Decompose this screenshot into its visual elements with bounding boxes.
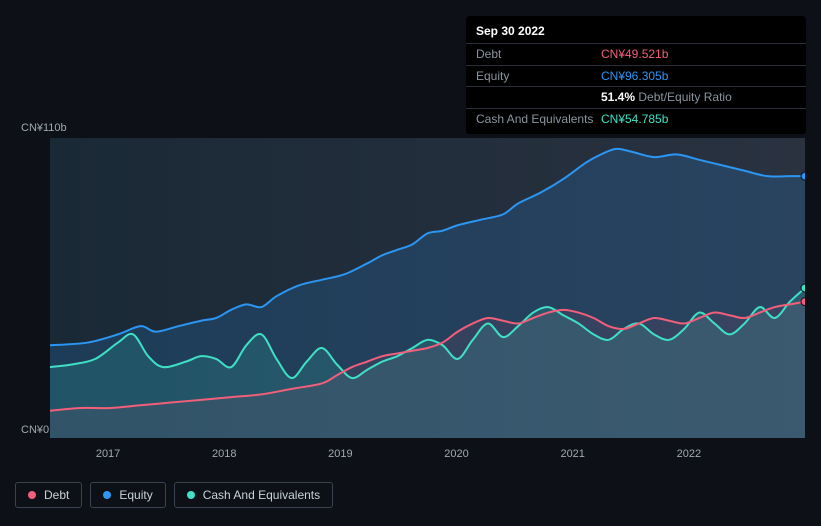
tooltip-row-label: Cash And Equivalents xyxy=(476,111,601,128)
legend-label: Cash And Equivalents xyxy=(203,488,320,502)
tooltip-row-value: 51.4% Debt/Equity Ratio xyxy=(601,89,732,106)
y-axis-max-label: CN¥110b xyxy=(21,122,67,134)
legend-label: Equity xyxy=(119,488,152,502)
chart-tooltip: Sep 30 2022 DebtCN¥49.521bEquityCN¥96.30… xyxy=(466,16,806,134)
series-end-marker-equity xyxy=(801,172,805,180)
x-tick: 2018 xyxy=(212,448,236,460)
series-end-marker-cash-and-equivalents xyxy=(801,284,805,292)
legend-swatch xyxy=(187,491,195,499)
legend-item-equity[interactable]: Equity xyxy=(90,482,165,508)
tooltip-row-value: CN¥96.305b xyxy=(601,68,668,85)
x-tick: 2017 xyxy=(96,448,120,460)
legend-item-cash-and-equivalents[interactable]: Cash And Equivalents xyxy=(174,482,333,508)
tooltip-row: EquityCN¥96.305b xyxy=(466,66,806,88)
tooltip-row-label xyxy=(476,89,601,106)
tooltip-row-label: Debt xyxy=(476,46,601,63)
tooltip-date: Sep 30 2022 xyxy=(466,20,806,44)
tooltip-row: 51.4% Debt/Equity Ratio xyxy=(466,87,806,109)
series-end-marker-debt xyxy=(801,298,805,306)
legend-swatch xyxy=(103,491,111,499)
x-tick: 2020 xyxy=(444,448,468,460)
tooltip-row-label: Equity xyxy=(476,68,601,85)
chart-container: CN¥110b CN¥0 xyxy=(15,120,805,440)
tooltip-row-value: CN¥49.521b xyxy=(601,46,668,63)
tooltip-row: DebtCN¥49.521b xyxy=(466,44,806,66)
legend-label: Debt xyxy=(44,488,69,502)
x-tick: 2022 xyxy=(677,448,701,460)
tooltip-row: Cash And EquivalentsCN¥54.785b xyxy=(466,109,806,130)
legend-item-debt[interactable]: Debt xyxy=(15,482,82,508)
legend-swatch xyxy=(28,491,36,499)
x-tick: 2019 xyxy=(328,448,352,460)
tooltip-row-value: CN¥54.785b xyxy=(601,111,668,128)
y-axis-min-label: CN¥0 xyxy=(21,424,49,436)
x-axis: 2017 2018 2019 2020 2021 2022 xyxy=(50,448,805,468)
chart-legend: Debt Equity Cash And Equivalents xyxy=(15,482,333,508)
chart-plot[interactable] xyxy=(50,138,805,438)
x-tick: 2021 xyxy=(560,448,584,460)
